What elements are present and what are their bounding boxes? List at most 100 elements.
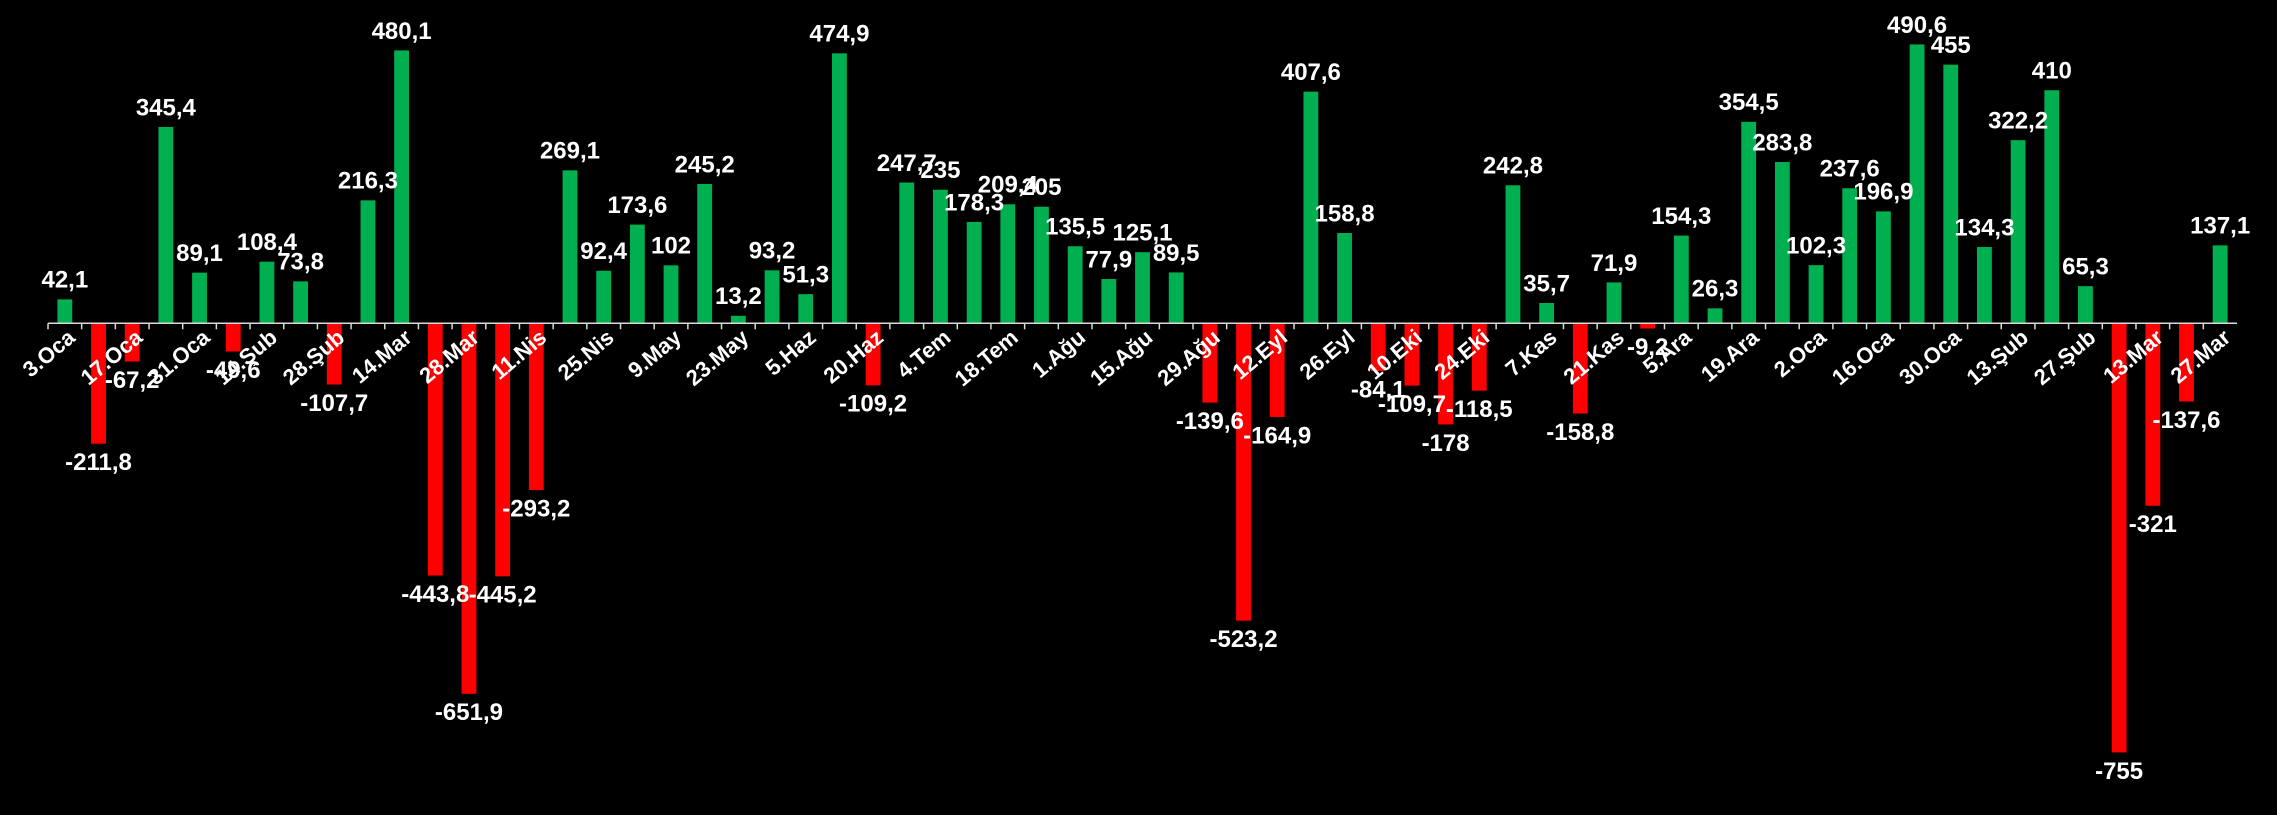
bar bbox=[2044, 90, 2060, 324]
value-label: 42,1 bbox=[41, 267, 88, 294]
value-label: -651,9 bbox=[435, 699, 503, 726]
value-label: 71,9 bbox=[1591, 250, 1638, 277]
value-label: 237,6 bbox=[1820, 156, 1880, 183]
bar bbox=[124, 323, 140, 362]
x-tick-label: 7.Kas bbox=[1501, 324, 1562, 381]
bar bbox=[1640, 323, 1656, 329]
x-tick-label: 2.Oca bbox=[1769, 324, 1832, 382]
bar bbox=[1202, 323, 1218, 403]
value-label: 137,1 bbox=[2190, 213, 2250, 240]
value-label: 92,4 bbox=[580, 238, 627, 265]
bar bbox=[1808, 265, 1824, 324]
bar bbox=[562, 170, 578, 324]
value-label: 410 bbox=[2032, 58, 2072, 85]
value-label: -118,5 bbox=[1446, 396, 1513, 423]
value-label: 245,2 bbox=[675, 151, 735, 178]
value-label: 154,3 bbox=[1651, 203, 1711, 230]
value-label: 173,6 bbox=[607, 192, 667, 219]
value-label: 205 bbox=[1021, 174, 1061, 201]
bar bbox=[495, 323, 511, 577]
x-tick-label: 23.May bbox=[681, 324, 754, 391]
bar bbox=[831, 53, 847, 324]
value-label: 125,1 bbox=[1112, 220, 1172, 247]
x-tick-label: 27.Mar bbox=[2166, 324, 2236, 388]
bar bbox=[192, 272, 207, 324]
value-label: 354,5 bbox=[1719, 89, 1779, 116]
bar bbox=[730, 315, 746, 324]
x-tick-label: 4.Tem bbox=[892, 324, 956, 383]
bar bbox=[1404, 323, 1420, 386]
value-label: 102,3 bbox=[1786, 232, 1846, 259]
value-label: 490,6 bbox=[1887, 12, 1947, 39]
value-label: 455 bbox=[1931, 32, 1971, 59]
bar bbox=[865, 323, 881, 386]
value-label: 283,8 bbox=[1752, 129, 1812, 156]
value-label: -445,2 bbox=[469, 582, 537, 609]
value-label: -443,8 bbox=[401, 581, 469, 608]
x-tick-label: 25.Nis bbox=[553, 324, 619, 385]
bar bbox=[1236, 323, 1251, 621]
bar bbox=[2212, 245, 2228, 324]
value-label: 13,2 bbox=[715, 283, 762, 310]
x-tick-label: 14.Mar bbox=[347, 324, 417, 388]
bar bbox=[1539, 303, 1555, 324]
bar bbox=[91, 323, 106, 444]
x-tick-label: 5.Haz bbox=[761, 324, 821, 380]
value-label: 26,3 bbox=[1692, 276, 1739, 303]
value-label: 209,4 bbox=[978, 172, 1039, 199]
bar bbox=[528, 323, 544, 490]
value-label: 102 bbox=[651, 233, 691, 260]
value-label: 269,1 bbox=[540, 138, 600, 165]
value-label: 242,8 bbox=[1483, 153, 1543, 180]
value-label: 474,9 bbox=[809, 21, 869, 48]
value-label: 108,4 bbox=[237, 229, 298, 256]
bar bbox=[697, 183, 713, 324]
value-label: 196,9 bbox=[1853, 179, 1913, 206]
bar bbox=[1774, 161, 1790, 324]
bar bbox=[1471, 323, 1487, 391]
bar bbox=[1842, 188, 1858, 324]
value-label: -49,6 bbox=[206, 357, 261, 384]
bar bbox=[394, 50, 410, 324]
bar bbox=[2111, 323, 2127, 753]
bar bbox=[2145, 323, 2161, 506]
x-tick-label: 19.Ara bbox=[1696, 324, 1764, 387]
value-label: -109,2 bbox=[839, 391, 907, 418]
bar bbox=[966, 221, 982, 324]
x-tick-label: 9.May bbox=[623, 324, 686, 383]
value-label: -293,2 bbox=[502, 495, 570, 522]
value-label: -321 bbox=[2129, 511, 2177, 538]
value-label: 345,4 bbox=[136, 94, 197, 121]
value-label: -158,8 bbox=[1546, 419, 1614, 446]
value-label: 73,8 bbox=[277, 249, 324, 276]
value-label: -107,7 bbox=[300, 390, 368, 417]
bar bbox=[1572, 323, 1588, 414]
bar bbox=[1000, 204, 1016, 324]
value-label: 322,2 bbox=[1988, 108, 2048, 135]
value-label: 235 bbox=[920, 157, 960, 184]
x-tick-label: 16.Oca bbox=[1827, 324, 1899, 390]
bar bbox=[1673, 235, 1689, 324]
bar bbox=[663, 265, 679, 324]
bar bbox=[57, 299, 73, 324]
bar bbox=[1034, 206, 1049, 324]
value-label: 134,3 bbox=[1954, 214, 2014, 241]
bar bbox=[1101, 279, 1117, 324]
value-label: 178,3 bbox=[944, 189, 1004, 216]
value-label: 89,5 bbox=[1153, 240, 1200, 267]
bar bbox=[259, 261, 275, 324]
bar bbox=[899, 182, 915, 324]
bar bbox=[1707, 308, 1723, 324]
bar bbox=[427, 323, 443, 576]
value-label: 93,2 bbox=[749, 238, 796, 265]
value-label: 35,7 bbox=[1523, 270, 1570, 297]
x-tick-label: 3.Oca bbox=[18, 324, 81, 382]
x-tick-label: 26.Eyl bbox=[1295, 324, 1360, 384]
bar bbox=[293, 281, 308, 324]
bar bbox=[1067, 246, 1083, 324]
bar bbox=[1505, 185, 1521, 324]
value-label: -9,2 bbox=[1627, 334, 1668, 361]
bar bbox=[1977, 246, 1992, 324]
value-label: -109,7 bbox=[1378, 391, 1446, 418]
value-label: -84,1 bbox=[1351, 376, 1406, 403]
